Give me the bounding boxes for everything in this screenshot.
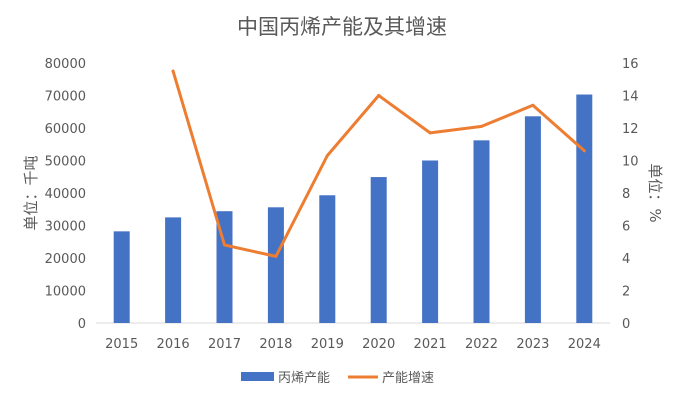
- line-series: [171, 69, 586, 258]
- x-tick-label: 2017: [208, 337, 241, 352]
- bar: [216, 211, 233, 323]
- y2-tick-label: 14: [622, 90, 639, 105]
- x-tick-label: 2023: [516, 337, 549, 352]
- x-tick-label: 2024: [568, 337, 601, 352]
- x-tick-label: 2018: [259, 337, 292, 352]
- x-tick-label: 2019: [311, 337, 344, 352]
- y2-tick-label: 16: [622, 57, 639, 72]
- axes: 0 10000 20000 30000 40000 50000 60000 70000 8000…: [22, 57, 664, 352]
- bar: [370, 177, 387, 323]
- y-tick-label: 70000: [45, 90, 86, 105]
- line-point: [325, 154, 329, 158]
- bar: [473, 140, 490, 323]
- y-tick-label: 0: [78, 317, 86, 332]
- bar: [113, 231, 130, 323]
- line-point: [428, 131, 432, 135]
- y-tick-label: 80000: [45, 57, 86, 72]
- y-tick-label: 60000: [45, 122, 86, 137]
- y2-tick-label: 12: [622, 122, 639, 137]
- bar-series: [113, 94, 593, 324]
- bar: [422, 160, 439, 323]
- y2-tick-label: 2: [622, 285, 630, 300]
- y2-tick-label: 6: [622, 220, 630, 235]
- y2-tick-label: 8: [622, 187, 630, 202]
- line-point: [223, 243, 226, 247]
- bar: [319, 195, 336, 323]
- x-tick-label: 2020: [362, 337, 395, 352]
- y-tick-label: 30000: [45, 220, 86, 235]
- line-point: [377, 94, 381, 97]
- line-point: [582, 149, 586, 153]
- x-tick-label: 2015: [105, 337, 138, 352]
- line-point: [531, 103, 535, 107]
- y-tick-label: 40000: [45, 187, 86, 202]
- bar: [165, 217, 182, 323]
- x-tick-label: 2021: [414, 337, 447, 352]
- y2-axis-label: 单位：%: [646, 163, 664, 222]
- legend-label-line: 产能增速: [382, 371, 434, 386]
- chart-title: 中国丙烯产能及其增速: [237, 15, 447, 39]
- y-tick-label: 20000: [45, 252, 86, 267]
- line-point: [171, 69, 175, 73]
- legend-swatch-bar: [241, 372, 274, 381]
- x-tick-label: 2022: [465, 337, 498, 352]
- y2-tick-label: 10: [622, 155, 639, 170]
- y-tick-label: 50000: [45, 155, 86, 170]
- legend-label-bar: 丙烯产能: [278, 371, 330, 386]
- line-point: [480, 124, 483, 128]
- y2-tick-label: 4: [622, 252, 630, 267]
- bar: [267, 207, 284, 323]
- y-axis-label: 单位：千吨: [22, 155, 40, 230]
- bar: [524, 116, 541, 323]
- bar: [576, 94, 593, 324]
- line-point: [274, 254, 278, 258]
- y-tick-label: 10000: [45, 285, 86, 300]
- legend: 丙烯产能 产能增速: [241, 371, 434, 386]
- y2-tick-label: 0: [622, 317, 630, 332]
- x-tick-label: 2016: [157, 337, 190, 352]
